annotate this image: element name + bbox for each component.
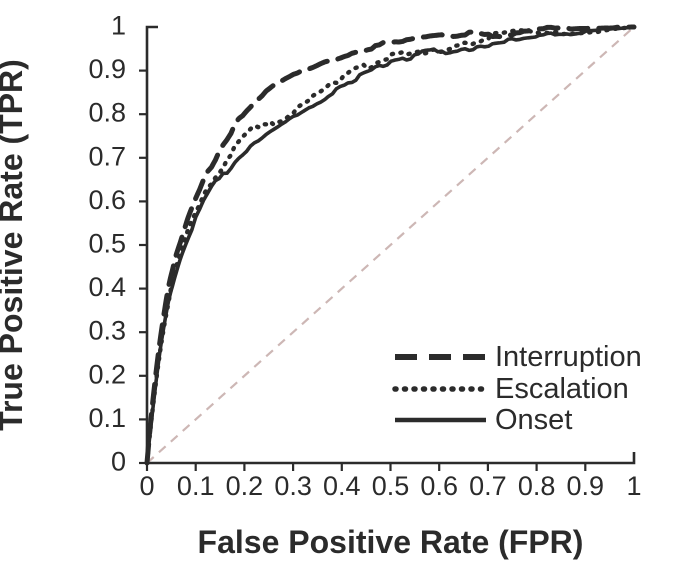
svg-text:0.3: 0.3 bbox=[274, 471, 312, 501]
svg-text:False Positive Rate (FPR): False Positive Rate (FPR) bbox=[198, 524, 584, 560]
svg-text:Onset: Onset bbox=[495, 404, 572, 436]
svg-text:0.4: 0.4 bbox=[88, 272, 126, 302]
svg-text:1: 1 bbox=[626, 471, 641, 501]
svg-text:True Positive Rate (TPR): True Positive Rate (TPR) bbox=[0, 59, 29, 431]
svg-text:0.5: 0.5 bbox=[372, 471, 410, 501]
svg-text:0.7: 0.7 bbox=[88, 141, 126, 171]
svg-text:0.3: 0.3 bbox=[88, 316, 126, 346]
svg-text:0.1: 0.1 bbox=[177, 471, 215, 501]
svg-text:0.6: 0.6 bbox=[420, 471, 458, 501]
svg-text:0.2: 0.2 bbox=[88, 359, 126, 389]
svg-text:0.6: 0.6 bbox=[88, 185, 126, 215]
svg-text:Interruption: Interruption bbox=[495, 341, 642, 373]
svg-text:0.9: 0.9 bbox=[88, 54, 126, 84]
svg-text:0.2: 0.2 bbox=[226, 471, 264, 501]
svg-text:0.8: 0.8 bbox=[518, 471, 556, 501]
svg-text:1: 1 bbox=[111, 11, 126, 41]
svg-text:0.7: 0.7 bbox=[469, 471, 507, 501]
svg-text:0: 0 bbox=[139, 471, 154, 501]
svg-text:0.8: 0.8 bbox=[88, 98, 126, 128]
svg-text:0.4: 0.4 bbox=[323, 471, 361, 501]
svg-text:0.9: 0.9 bbox=[567, 471, 605, 501]
svg-text:0: 0 bbox=[111, 447, 126, 477]
svg-text:0.1: 0.1 bbox=[88, 403, 126, 433]
svg-text:0.5: 0.5 bbox=[88, 229, 126, 259]
svg-text:Escalation: Escalation bbox=[495, 373, 629, 405]
